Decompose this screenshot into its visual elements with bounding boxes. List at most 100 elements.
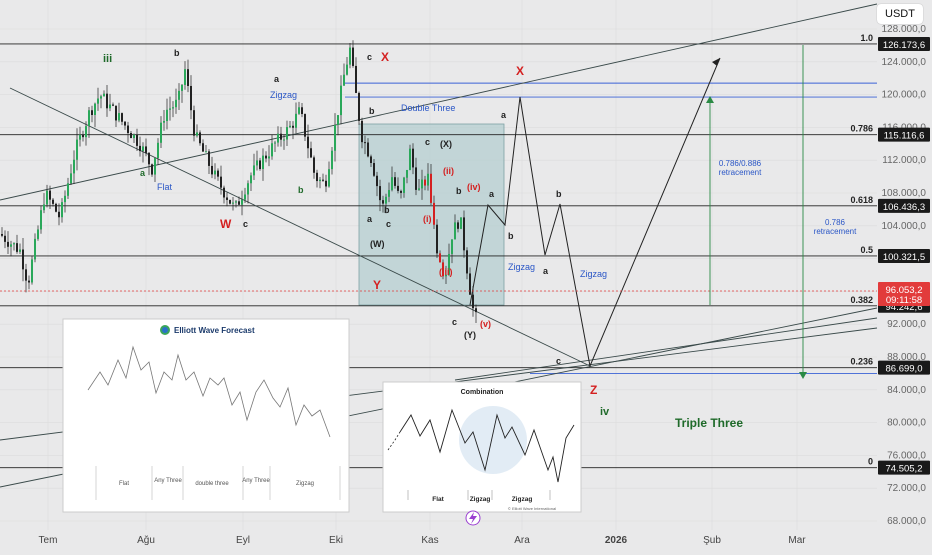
candle-body (193, 110, 195, 136)
candle-body (337, 115, 339, 125)
candle-body (235, 201, 237, 203)
candle-body (283, 139, 285, 141)
candle-body (124, 121, 126, 126)
fib-price-tag-text: 115.116,6 (884, 131, 925, 142)
wave-label-a5: a (543, 266, 549, 276)
wave-label-b3: b (369, 106, 375, 116)
candle-body (361, 120, 363, 143)
x-tick-label: 2026 (605, 535, 628, 546)
fib-price-tag-text: 100.321,5 (883, 252, 925, 263)
inset-left-seg-zigzag: Zigzag (296, 481, 314, 487)
wave-label-b6: b (508, 231, 514, 241)
wave-label-v: (v) (480, 319, 491, 329)
candle-body (385, 196, 387, 204)
candle-body (394, 177, 396, 186)
x-tick-label: Şub (703, 535, 721, 546)
currency-selector[interactable]: USDT (877, 4, 923, 24)
y-axis: 128.000,0124.000,0120.000,0116.000,0112.… (882, 24, 927, 527)
retracement-1-ratio: 0.786/0.886 (719, 159, 762, 168)
inset-left-seg-flat: Flat (119, 481, 129, 487)
candle-body (280, 133, 282, 140)
candle-body (58, 211, 60, 218)
retracement-1-word: retracement (719, 168, 762, 177)
inset-right-credit: © Elliott Wave International (508, 506, 556, 511)
wave-label-c4: c (425, 137, 430, 147)
candle-body (388, 190, 390, 197)
candle-body (295, 113, 297, 128)
projection-arrowhead (712, 58, 720, 66)
y-tick-label: 124.000,0 (882, 57, 927, 68)
x-tick-label: Eki (329, 535, 343, 546)
candle-body (94, 103, 96, 115)
candle-body (232, 202, 234, 204)
candle-body (103, 93, 105, 97)
candle-body (34, 238, 36, 260)
candle-body (88, 110, 90, 127)
inset-right-seg-zigzag-1: Zigzag (470, 496, 491, 503)
price-tags: 126.173,6 115.116,6 106.436,3 100.321,5 94.2… (878, 36, 930, 475)
candle-body (346, 64, 348, 75)
candle-body (166, 109, 168, 122)
candle-body (157, 142, 159, 159)
candle-body (424, 179, 426, 186)
candle-body (106, 93, 108, 109)
upper-channel-line (0, 3, 878, 201)
x-tick-label: Mar (788, 535, 806, 546)
candle-body (307, 136, 309, 149)
candle-body (7, 241, 9, 247)
candle-body (409, 148, 411, 170)
wave-label-a3: a (367, 214, 373, 224)
candle-body (217, 170, 219, 177)
candle-body (463, 217, 465, 251)
candle-body (61, 202, 63, 218)
wave-label-i: (i) (423, 214, 432, 224)
fib-labels: 1.0 0.786 0.618 0.5 0.382 0.236 0 (850, 33, 873, 467)
candle-body (226, 197, 228, 200)
candle-body (451, 239, 453, 254)
y-tick-label: 80.000,0 (887, 418, 926, 429)
fib-price-tag-text: 126.173,6 (883, 40, 925, 51)
inset-right-title: Combination (461, 389, 504, 396)
candle-body (139, 145, 141, 152)
candle-body (37, 229, 39, 239)
candle-body (73, 159, 75, 174)
candle-body (247, 183, 249, 195)
fib-ratio-label: 0.5 (860, 245, 873, 255)
candle-body (178, 90, 180, 100)
candle-body (175, 99, 177, 108)
candle-body (19, 249, 21, 252)
support-line (454, 317, 878, 381)
candle-body (259, 160, 261, 170)
candle-body (325, 180, 327, 187)
candle-body (289, 125, 291, 128)
fib-price-tag (878, 248, 930, 263)
lightning-icon[interactable] (465, 510, 481, 526)
candle-body (220, 176, 222, 188)
candle-body (469, 273, 471, 295)
candle-body (184, 69, 186, 85)
candle-body (52, 199, 54, 204)
candle-body (334, 124, 336, 151)
candle-body (382, 200, 384, 204)
wave-label-c5: a (501, 110, 507, 120)
y-tick-label: 128.000,0 (882, 24, 927, 35)
candle-body (136, 134, 138, 146)
candle-body (97, 98, 99, 104)
candle-body (76, 139, 78, 160)
structure-triple-three: Triple Three (675, 416, 743, 430)
candle-body (433, 202, 435, 225)
wave-label-b5: b (456, 186, 462, 196)
structure-zigzag-3: Zigzag (580, 269, 607, 279)
candle-body (25, 269, 27, 281)
candle-body (121, 113, 123, 122)
fib-price-tag-text: 106.436,3 (883, 202, 925, 213)
candle-body (145, 146, 147, 153)
candle-body (181, 84, 183, 91)
candle-body (262, 155, 264, 170)
candle-body (256, 160, 258, 166)
wave-label-a1: a (274, 74, 280, 84)
x-tick-label: Ağu (137, 535, 155, 546)
y-tick-label: 112.000,0 (882, 155, 926, 166)
inset-right: Combination Flat Zigzag Zigzag © Elliott… (382, 381, 582, 513)
